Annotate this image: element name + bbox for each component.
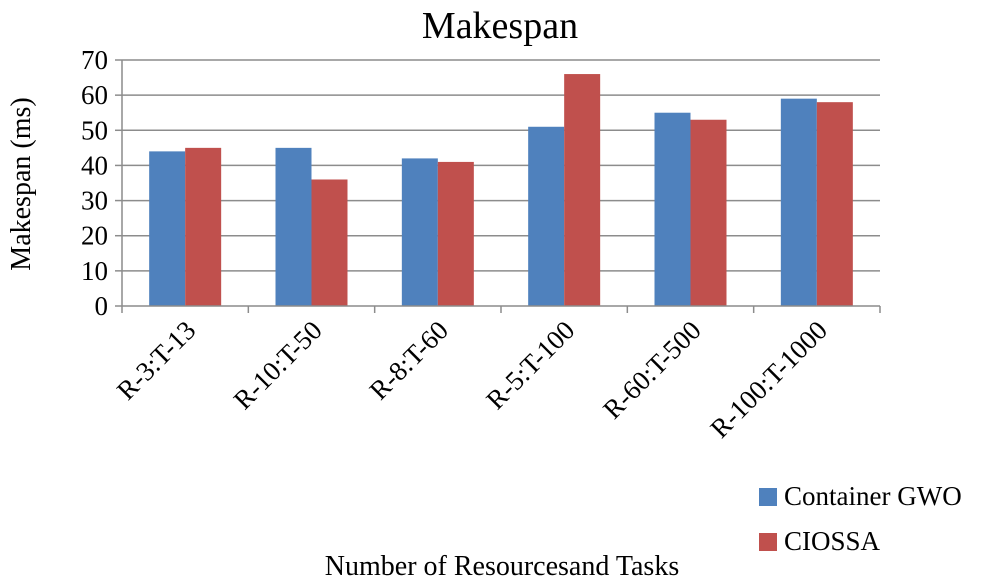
- bar-ciossa: [564, 74, 601, 306]
- legend-swatch: [759, 533, 777, 551]
- y-tick-label: 20: [81, 221, 108, 251]
- y-tick-label: 10: [81, 256, 108, 286]
- x-tick-label: R-10:T-50: [228, 315, 328, 415]
- chart-title: Makespan: [422, 5, 578, 47]
- bar-container-gwo: [401, 158, 438, 306]
- y-tick-label: 50: [81, 115, 108, 145]
- bar-ciossa: [690, 119, 727, 306]
- legend: Container GWO CIOSSA: [759, 481, 962, 556]
- bar-container-gwo: [275, 147, 312, 306]
- bars: [149, 74, 853, 307]
- x-tick-label: R-100:T-1000: [704, 315, 833, 444]
- y-tick-label: 40: [81, 150, 108, 180]
- x-tick-label: R-3:T-13: [111, 315, 202, 406]
- bar-container-gwo: [780, 98, 817, 307]
- x-tick-labels: R-3:T-13 R-10:T-50 R-8:T-60 R-5:T-100 R-60:T…: [111, 315, 833, 444]
- bar-container-gwo: [149, 151, 186, 306]
- bar-ciossa: [311, 179, 348, 306]
- y-tick-label: 30: [81, 186, 108, 216]
- y-tick-label: 0: [95, 291, 109, 321]
- y-axis-label: Makespan (ms): [6, 97, 37, 270]
- legend-label: CIOSSA: [784, 526, 881, 556]
- legend-label: Container GWO: [784, 481, 962, 511]
- legend-swatch: [759, 488, 777, 506]
- bar-ciossa: [437, 161, 474, 306]
- y-tick-label: 60: [81, 80, 108, 110]
- x-tick-label: R-8:T-60: [364, 315, 455, 406]
- x-tick-label: R-5:T-100: [480, 315, 580, 415]
- y-tick-labels: 0 10 20 30 40 50 60 70: [81, 45, 108, 321]
- bar-container-gwo: [654, 112, 691, 306]
- axes: [115, 59, 881, 313]
- gridlines: [122, 59, 880, 272]
- bar-ciossa: [816, 102, 853, 307]
- x-axis-label: Number of Resourcesand Tasks: [325, 551, 679, 582]
- bar-ciossa: [185, 147, 222, 306]
- x-tick-label: R-60:T-500: [597, 315, 707, 425]
- y-tick-label: 70: [81, 45, 108, 75]
- bar-container-gwo: [528, 126, 565, 307]
